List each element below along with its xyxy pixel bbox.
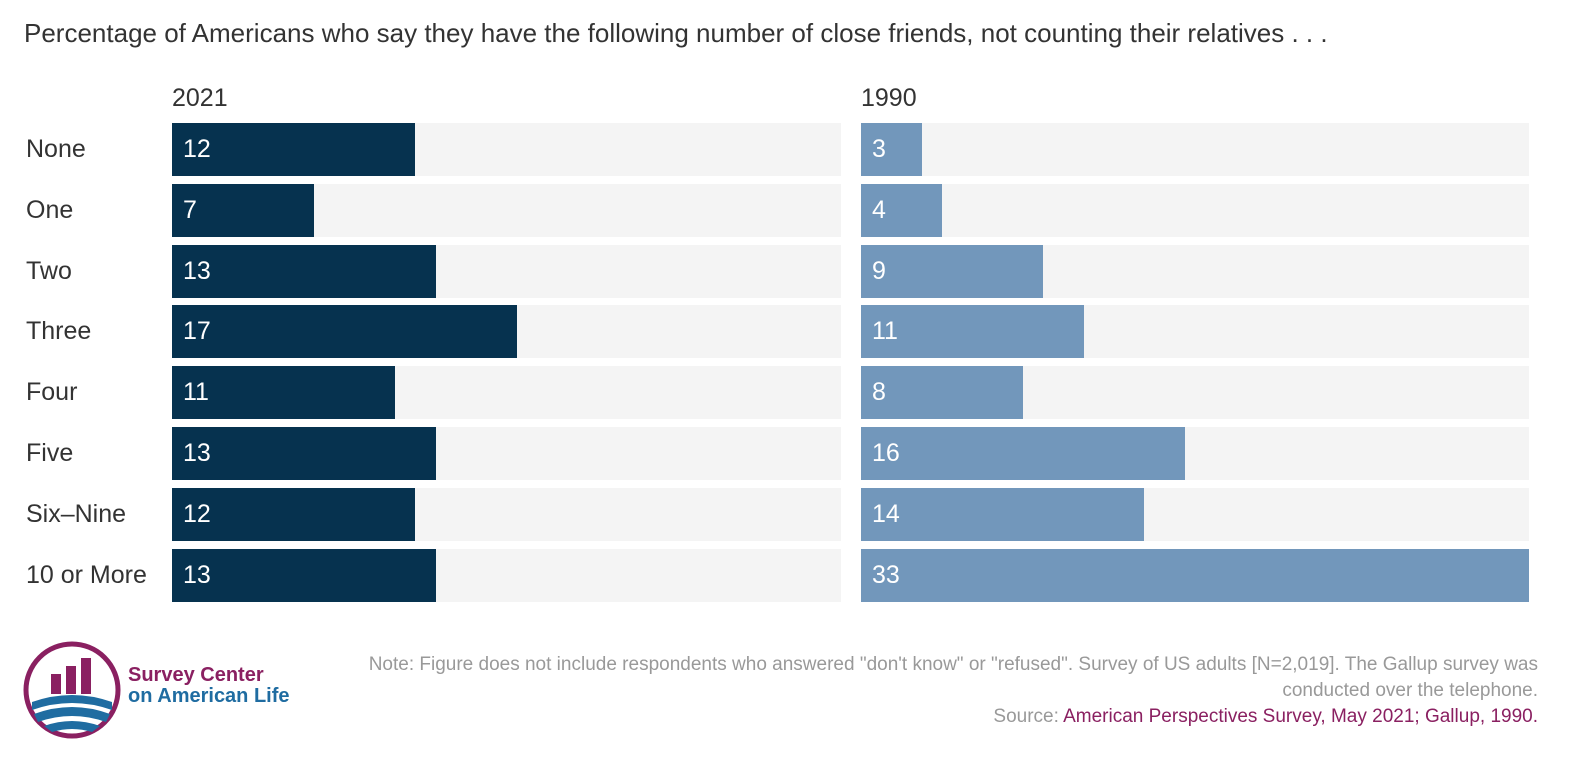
bar-track: 3: [861, 123, 1529, 176]
bar-1990-10 or More: 33: [861, 548, 1529, 602]
bar-track: 13: [172, 548, 841, 602]
bar-1990-None: 3: [861, 123, 922, 176]
bar-value-label: 13: [183, 439, 211, 467]
bar-value-label: 12: [183, 135, 211, 163]
bar-track: 12: [172, 123, 841, 176]
chart-source: Source: American Perspectives Survey, Ma…: [993, 704, 1538, 730]
bar-value-label: 12: [183, 499, 211, 528]
bar-2021-Five: 13: [172, 427, 436, 480]
bar-value-label: 8: [872, 378, 886, 407]
bar-1990-Three: 11: [861, 305, 1084, 359]
panel-title-1990: 1990: [861, 84, 917, 112]
chart-note: Note: Figure does not include respondent…: [368, 654, 1538, 701]
bar-1990-Two: 9: [861, 244, 1044, 298]
bar-value-label: 4: [872, 195, 886, 224]
bar-2021-Six–Nine: 12: [172, 487, 416, 541]
category-label: Six–Nine: [26, 499, 127, 528]
bar-track: 16: [861, 427, 1529, 480]
logo-text: Survey Center on American Life: [128, 665, 290, 707]
panel-title-2021: 2021: [172, 84, 228, 112]
category-label: 10 or More: [26, 560, 147, 589]
bar-value-label: 13: [183, 256, 211, 285]
bar-2021-One: 7: [172, 183, 314, 237]
bar-1990-Four: 8: [861, 366, 1023, 420]
bar-value-label: 11: [183, 378, 209, 407]
logo-line2: on American Life: [128, 685, 290, 707]
bar-value-label: 7: [183, 195, 197, 224]
bar-track: 12: [172, 487, 841, 541]
source-link[interactable]: American Perspectives Survey, May 2021; …: [1063, 706, 1538, 727]
bar-value-label: 13: [183, 560, 211, 589]
category-label: Four: [26, 378, 78, 407]
bar-value-label: 11: [872, 317, 898, 346]
chart-title: Percentage of Americans who say they hav…: [24, 18, 1328, 48]
logo-line1: Survey Center: [128, 664, 264, 686]
bar-value-label: 17: [183, 317, 211, 346]
bar-1990-Six–Nine: 14: [861, 487, 1145, 541]
bar-2021-10 or More: 13: [172, 548, 436, 602]
category-label: Three: [26, 317, 92, 346]
bar-track: 13: [172, 244, 841, 298]
source-label: Source:: [993, 706, 1064, 727]
bar-2021-Three: 17: [172, 305, 517, 359]
bar-value-label: 9: [872, 256, 886, 285]
category-label: One: [26, 195, 74, 224]
bar-track: 9: [861, 244, 1529, 298]
survey-center-logo-icon: [23, 641, 121, 739]
bar-track: 14: [861, 487, 1529, 541]
bar-track: 4: [861, 183, 1529, 237]
bar-1990-One: 4: [861, 183, 942, 237]
category-label: Two: [26, 256, 72, 285]
bar-track: 13: [172, 427, 841, 480]
bar-track: 33: [861, 548, 1529, 602]
bar-2021-Four: 11: [172, 366, 395, 420]
bar-track: 11: [861, 305, 1529, 359]
bar-value-label: 16: [872, 439, 900, 467]
bar-value-label: 33: [872, 560, 900, 589]
bar-track: 8: [861, 366, 1529, 420]
bar-1990-Five: 16: [861, 427, 1185, 480]
bar-track: 7: [172, 183, 841, 237]
bar-value-label: 3: [872, 135, 886, 163]
bar-value-label: 14: [872, 499, 900, 528]
bar-track: 11: [172, 366, 841, 420]
category-label: None: [26, 135, 86, 163]
category-label: Five: [26, 439, 74, 467]
bar-track: 17: [172, 305, 841, 359]
bar-2021-None: 12: [172, 123, 416, 176]
bar-2021-Two: 13: [172, 244, 436, 298]
